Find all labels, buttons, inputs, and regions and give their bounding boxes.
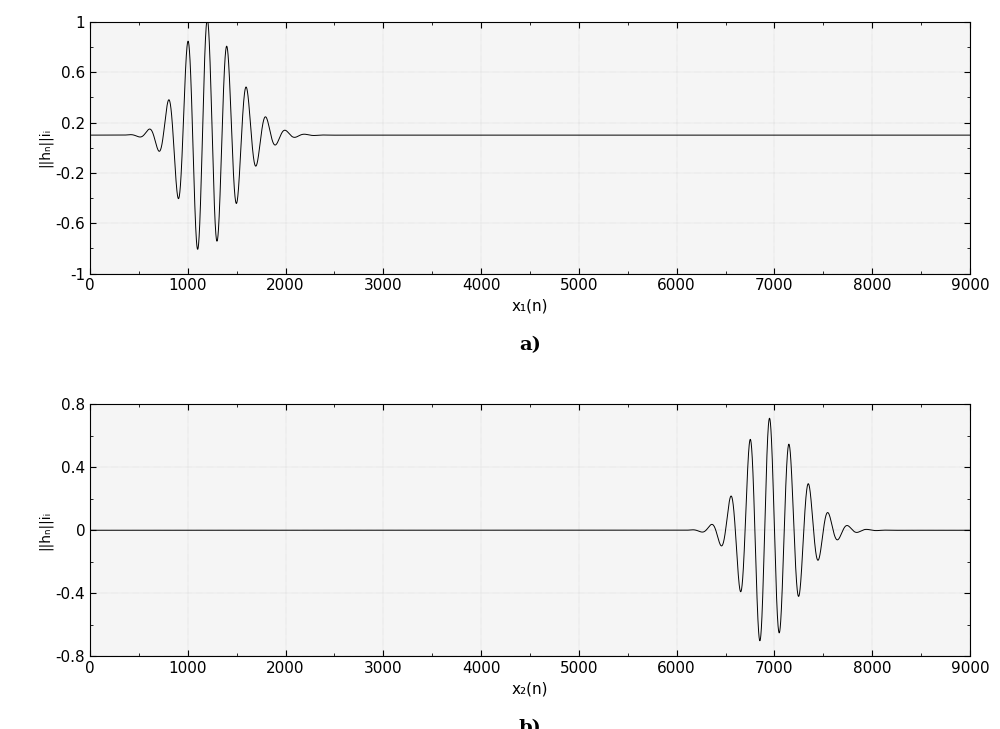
X-axis label: x₂(n): x₂(n) — [512, 682, 548, 696]
X-axis label: x₁(n): x₁(n) — [512, 299, 548, 314]
Text: a): a) — [519, 337, 541, 354]
Y-axis label: ||hₙ||iᵢ: ||hₙ||iᵢ — [38, 510, 53, 550]
Y-axis label: ||hₙ||iᵢ: ||hₙ||iᵢ — [38, 128, 53, 168]
Text: b): b) — [519, 719, 541, 729]
